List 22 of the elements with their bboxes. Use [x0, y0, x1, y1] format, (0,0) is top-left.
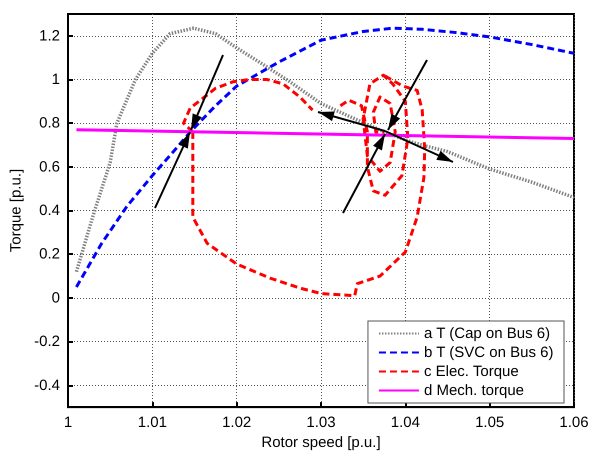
- y-tick-label: 1: [52, 71, 60, 88]
- y-tick-label: 0: [52, 289, 60, 306]
- x-axis-title: Rotor speed [p.u.]: [261, 434, 381, 451]
- y-tick-label: 1.2: [39, 27, 60, 44]
- x-tick-label: 1.06: [559, 414, 589, 432]
- x-tick-label: 1.04: [390, 414, 420, 432]
- legend-label: d Mech. torque: [424, 382, 524, 399]
- x-tick-label: 1.01: [138, 414, 167, 432]
- y-tick-label: 0.2: [39, 246, 60, 263]
- y-tick-label: -0.2: [34, 333, 60, 350]
- legend-label: a T (Cap on Bus 6): [424, 325, 550, 342]
- legend-label: b T (SVC on Bus 6): [424, 344, 554, 361]
- y-tick-label: 0.8: [39, 114, 60, 132]
- x-tick-label: 1.05: [475, 414, 504, 432]
- legend-label: c Elec. Torque: [424, 363, 519, 380]
- x-tick-label: 1: [64, 414, 72, 432]
- y-tick-label: 0.4: [39, 202, 60, 220]
- y-tick-label: 0.6: [39, 158, 60, 176]
- x-tick-label: 1.03: [306, 414, 336, 432]
- x-tick-label: 1.02: [222, 414, 252, 432]
- y-tick-label: -0.4: [34, 376, 60, 394]
- y-axis-title: Torque [p.u.]: [7, 168, 24, 252]
